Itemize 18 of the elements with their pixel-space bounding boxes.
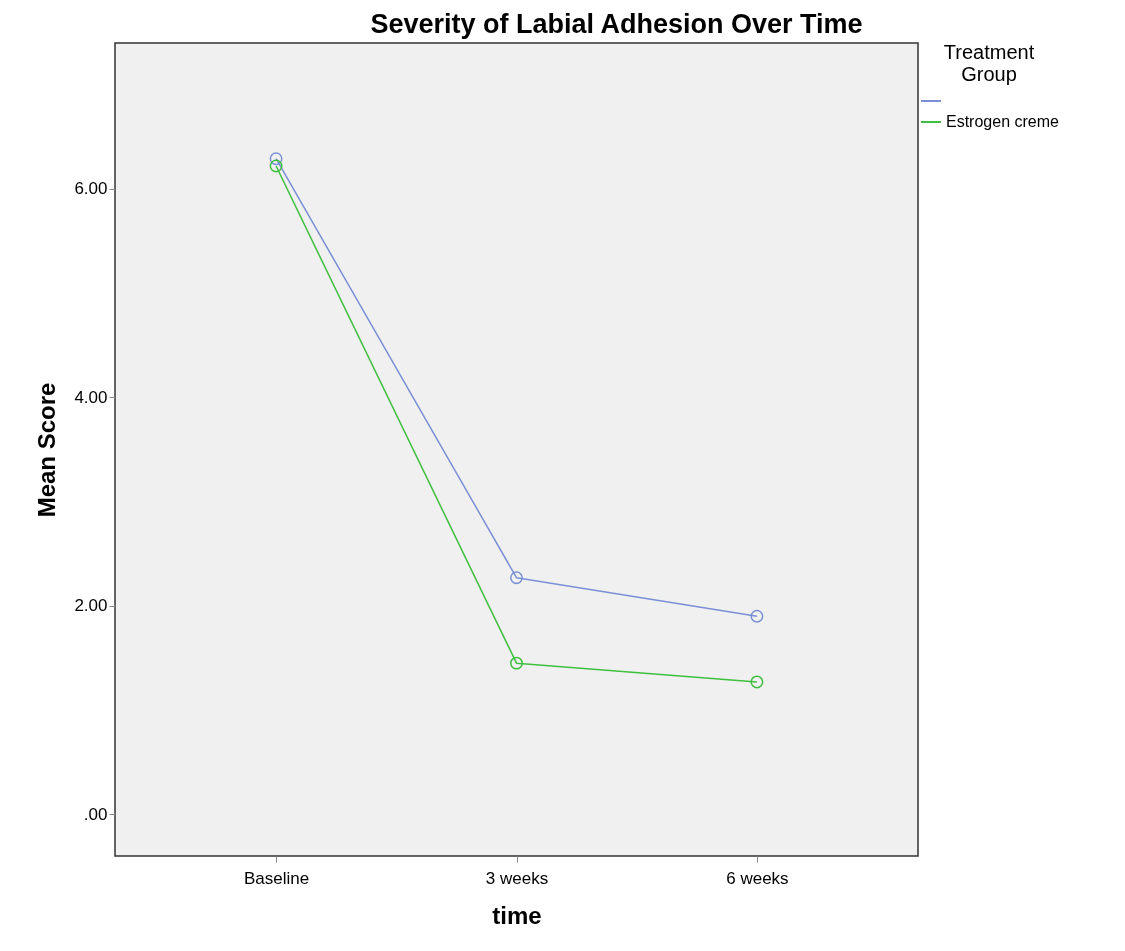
x-tick-label: Baseline <box>243 868 310 888</box>
point <box>269 159 283 173</box>
legend-label: Estrogen creme <box>946 113 1060 130</box>
x-tick-label: 3 weeks <box>485 868 549 888</box>
y-tick-label: 6.00 <box>74 179 108 199</box>
point <box>510 571 523 585</box>
y-tick-label: .00 <box>83 804 108 824</box>
y-tick-label: 4.00 <box>74 387 108 407</box>
y-tick-label: 2.00 <box>74 596 108 616</box>
x-axis-title: time <box>492 901 542 929</box>
point <box>269 152 283 166</box>
point <box>510 656 523 670</box>
point <box>750 675 764 689</box>
y-axis-title: Mean Score <box>33 382 61 518</box>
point <box>750 609 764 623</box>
legend-title: Treatment Group <box>943 41 1035 85</box>
chart-title: Severity of Labial Adhesion Over Time <box>370 9 863 39</box>
x-tick-label: 6 weeks <box>726 868 789 888</box>
